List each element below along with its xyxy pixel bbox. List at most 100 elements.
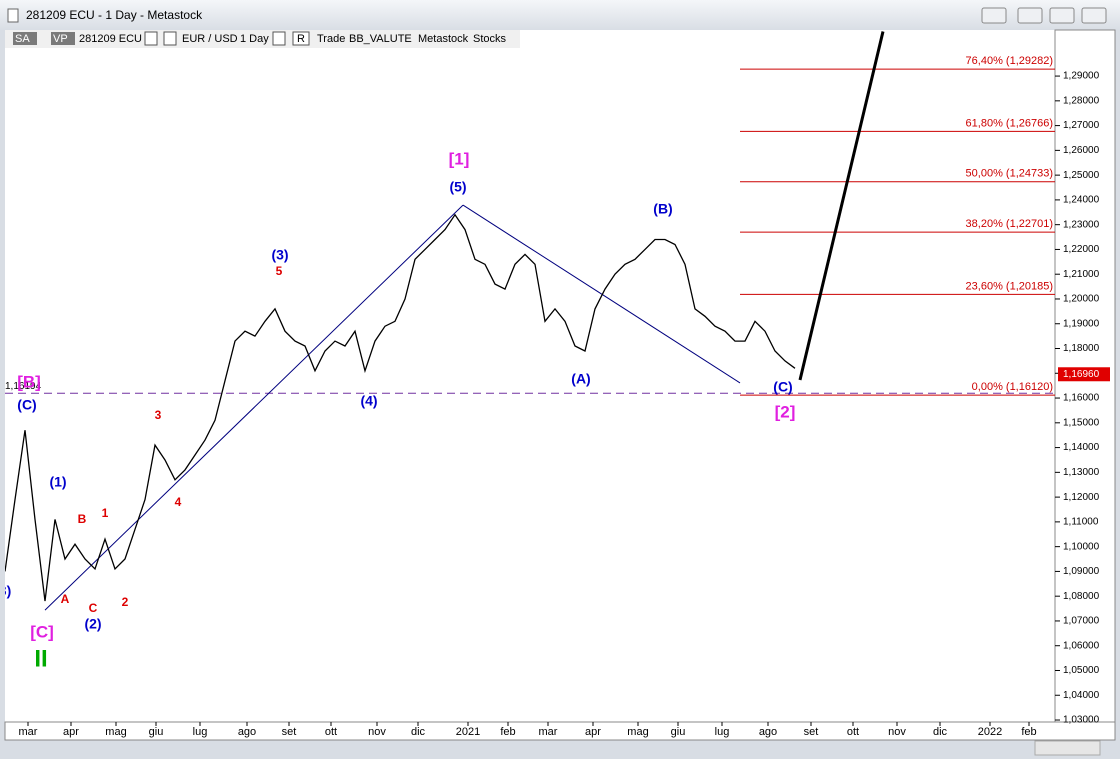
x-tick-label: feb (500, 726, 515, 738)
minimize-button[interactable] (1017, 7, 1043, 24)
y-tick-label: 1,07000 (1063, 616, 1100, 627)
wave-label: C (89, 601, 98, 615)
window-icon (7, 8, 19, 23)
fib-label: 76,40% (1,29282) (966, 55, 1053, 67)
wave-label: (1) (49, 474, 66, 490)
toolbar-item: 281209 ECU (79, 33, 142, 45)
x-tick-label: giu (671, 726, 686, 738)
x-tick-label: ott (847, 726, 859, 738)
y-tick-label: 1,28000 (1063, 95, 1100, 106)
y-tick-label: 1,10000 (1063, 541, 1100, 552)
plot-layer: 76,40% (1,29282)61,80% (1,26766)50,00% (… (0, 31, 1055, 672)
x-tick-label: apr (585, 726, 601, 738)
y-tick-label: 1,09000 (1063, 566, 1100, 577)
fib-label: 0,00% (1,16120) (972, 381, 1053, 393)
x-tick-label: apr (63, 726, 79, 738)
y-tick-label: 1,25000 (1063, 170, 1100, 181)
close-button[interactable] (1081, 7, 1107, 24)
dropdown-button[interactable] (163, 31, 177, 46)
x-tick-label: lug (193, 726, 208, 738)
y-tick-label: 1,26000 (1063, 145, 1100, 156)
x-tick-label: ago (759, 726, 777, 738)
toolbar-item: VP (53, 33, 68, 45)
x-tick-label: set (282, 726, 297, 738)
last-price-label: 1,16960 (1063, 369, 1100, 380)
y-tick-label: 1,22000 (1063, 244, 1100, 255)
fib-label: 38,20% (1,22701) (966, 218, 1053, 230)
toolbar-bg (5, 30, 520, 48)
y-tick-label: 1,06000 (1063, 640, 1100, 651)
y-tick-label: 1,23000 (1063, 219, 1100, 230)
fib-label: 61,80% (1,26766) (966, 117, 1053, 129)
trendline (44, 204, 464, 611)
wave-label: 4 (175, 495, 182, 509)
toolbar-item: EUR / USD (182, 33, 238, 45)
wave-label: [B] (17, 372, 41, 391)
wave-label: (C) (17, 397, 36, 413)
toolbar: SA VP 281209 ECU EUR / USD 1 Day R Trade BB_VAL… (5, 30, 520, 48)
window-title: 281209 ECU - 1 Day - Metastock (26, 8, 203, 22)
x-tick-label: ott (325, 726, 337, 738)
last-price-tag (1058, 367, 1110, 382)
x-tick-label: mag (627, 726, 648, 738)
maximize-button[interactable] (1049, 7, 1075, 24)
toolbar-item: 1 Day (240, 33, 269, 45)
scrollbar[interactable] (1034, 740, 1101, 756)
wave-label: [1] (449, 149, 470, 168)
x-tick-label: nov (368, 726, 386, 738)
wave-label: 3) (0, 583, 11, 599)
wave-label: (4) (360, 393, 377, 409)
toolbar-item: BB_VALUTE (349, 33, 412, 45)
toolbar-badge[interactable] (13, 32, 37, 45)
y-tick-label: 1,12000 (1063, 492, 1100, 503)
toolbar-item: SA (15, 33, 30, 45)
projection-line (798, 31, 885, 381)
menu-button[interactable] (981, 7, 1007, 24)
x-tick-label: lug (715, 726, 730, 738)
title-bar (0, 0, 1120, 30)
fib-label: 50,00% (1,24733) (966, 168, 1053, 180)
wave-label: (B) (653, 201, 672, 217)
wave-label: 2 (122, 595, 129, 609)
wave-label: (5) (449, 179, 466, 195)
y-tick-label: 1,08000 (1063, 591, 1100, 602)
window-controls[interactable] (981, 7, 1107, 24)
y-tick-label: 1,16000 (1063, 393, 1100, 404)
y-tick-label: 1,18000 (1063, 343, 1100, 354)
dropdown-button[interactable] (272, 31, 286, 46)
wave-label: (3) (271, 247, 288, 263)
dropdown-button[interactable] (144, 31, 158, 46)
reference-label: 1,16194 (5, 381, 42, 392)
fib-label: 23,60% (1,20185) (966, 280, 1053, 292)
x-tick-label: mar (19, 726, 38, 738)
x-tick-label: dic (411, 726, 426, 738)
y-tick-label: 1,20000 (1063, 294, 1100, 305)
y-tick-label: 1,27000 (1063, 120, 1100, 131)
toolbar-item: R (297, 33, 305, 45)
y-tick-label: 1,14000 (1063, 442, 1100, 453)
x-tick-label: feb (1021, 726, 1036, 738)
y-tick-label: 1,03000 (1063, 715, 1100, 726)
toolbar-button[interactable] (292, 31, 310, 46)
trendline (462, 204, 741, 384)
wave-label: 1 (102, 506, 109, 520)
x-tick-label: giu (149, 726, 164, 738)
y-tick-label: 1,05000 (1063, 665, 1100, 676)
x-tick-label: nov (888, 726, 906, 738)
price-line (5, 213, 796, 602)
wave-label: B (78, 512, 87, 526)
wave-label: (A) (571, 371, 590, 387)
toolbar-item: Metastock (418, 33, 469, 45)
wave-label: II (34, 645, 47, 672)
x-tick-label: dic (933, 726, 948, 738)
toolbar-badge[interactable] (51, 32, 75, 45)
toolbar-item: Trade (317, 33, 345, 45)
y-tick-label: 1,29000 (1063, 71, 1100, 82)
y-tick-label: 1,19000 (1063, 318, 1100, 329)
y-tick-label: 1,04000 (1063, 690, 1100, 701)
y-tick-label: 1,13000 (1063, 467, 1100, 478)
wave-label: 5 (276, 264, 283, 278)
wave-label: 3 (155, 408, 162, 422)
wave-label: (2) (84, 616, 101, 632)
